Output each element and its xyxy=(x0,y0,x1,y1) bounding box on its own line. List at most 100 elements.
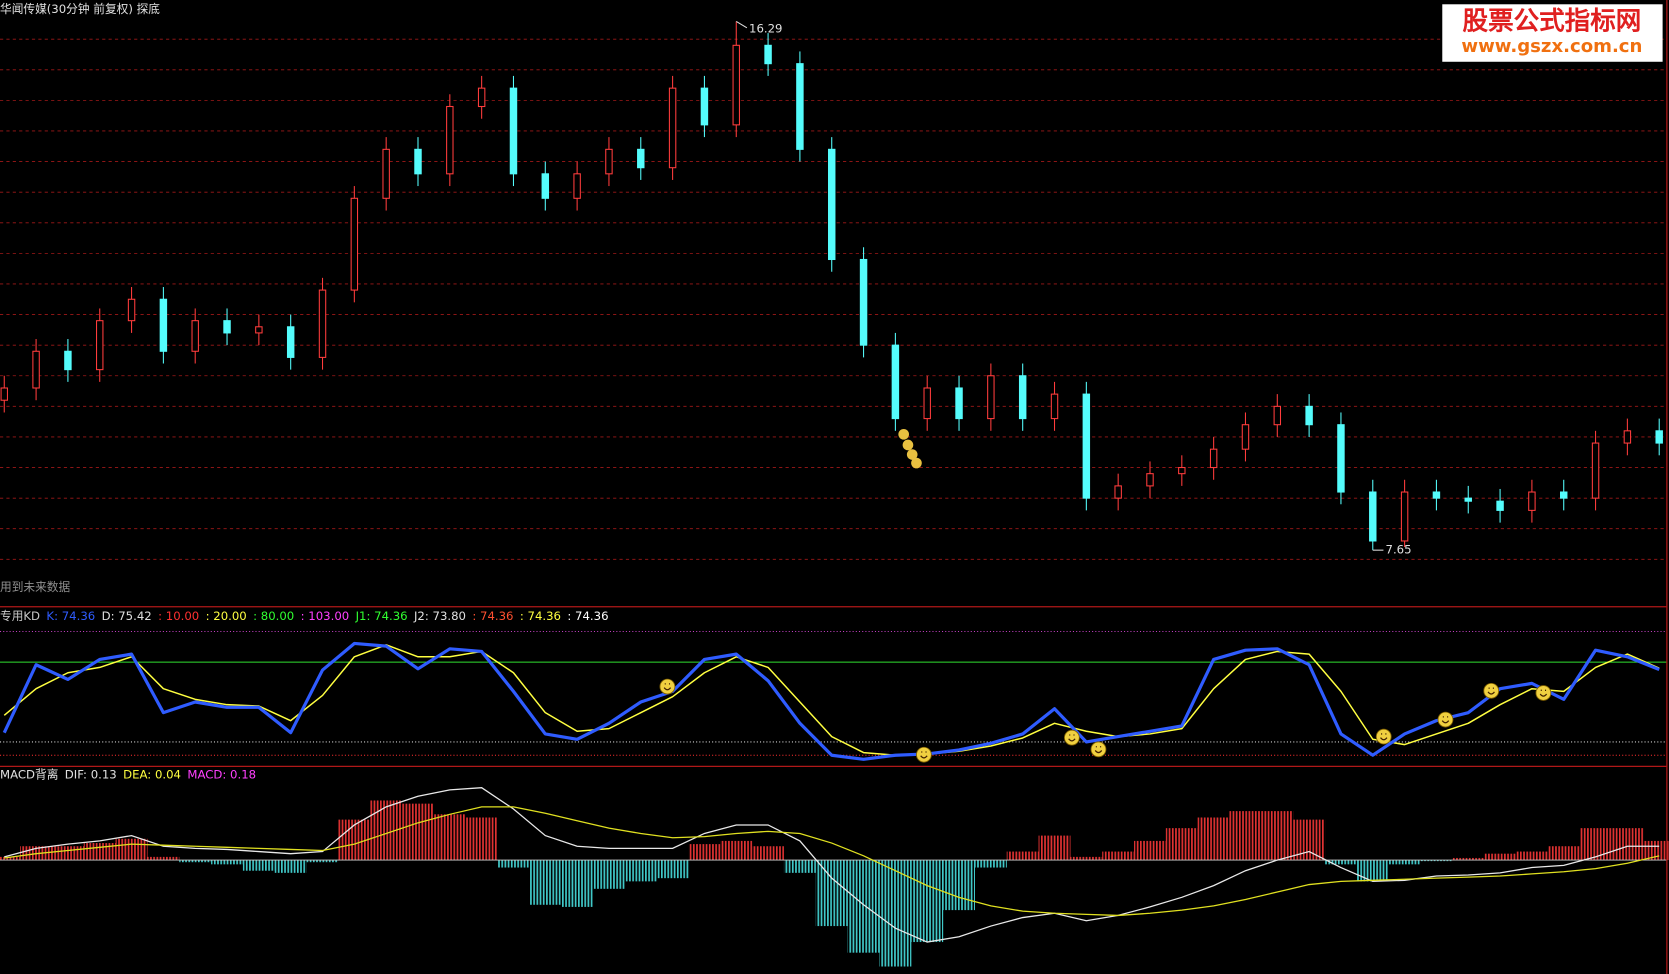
candle-body xyxy=(700,87,709,126)
macd-bar xyxy=(529,860,562,905)
smiley-face xyxy=(1441,716,1450,724)
macd-bar xyxy=(1643,840,1669,861)
candle-body xyxy=(1369,491,1377,542)
legend-item: J2: 73.80 xyxy=(413,609,466,623)
signal-icon xyxy=(906,449,918,460)
smiley-face xyxy=(1487,687,1495,695)
macd-bar xyxy=(1547,846,1580,861)
macd-bar xyxy=(1356,860,1389,882)
macd-bar xyxy=(592,860,625,889)
macd-bar xyxy=(179,860,212,863)
macd-bar xyxy=(1006,851,1039,861)
macd-bar xyxy=(274,860,307,873)
candle-body xyxy=(541,173,550,199)
candle-body xyxy=(1560,491,1568,499)
macd-bar xyxy=(656,860,689,879)
legend-item: : 80.00 xyxy=(253,609,294,623)
macd-bar xyxy=(338,819,371,861)
kd-line xyxy=(3,644,1660,756)
signal-icon xyxy=(898,428,910,440)
macd-line xyxy=(4,806,1660,917)
candle-body xyxy=(891,344,900,420)
signal-icon xyxy=(902,439,914,451)
macd-bar xyxy=(1070,856,1103,861)
smiley xyxy=(1483,682,1500,699)
macd-bar xyxy=(211,860,244,865)
macd-bar xyxy=(1165,828,1198,861)
candle-body xyxy=(318,289,327,358)
macd-bar xyxy=(242,860,275,871)
smiley-face xyxy=(1068,734,1076,742)
macd-bar xyxy=(0,856,21,861)
candle-body xyxy=(668,87,677,169)
candle-body xyxy=(1591,442,1600,499)
macd-bar xyxy=(974,860,1007,868)
watermark-url: www.gszx.com.cn xyxy=(1461,36,1642,57)
macd-bar xyxy=(1229,811,1262,861)
candle-body xyxy=(1114,485,1122,499)
legend-item: : 74.36 xyxy=(520,609,561,623)
max-marker xyxy=(735,20,748,29)
candle-body xyxy=(255,326,263,334)
macd-bar xyxy=(51,846,84,861)
candle-body xyxy=(414,148,422,175)
candle-body xyxy=(1464,497,1472,502)
candle-body xyxy=(127,298,136,322)
macd-bar xyxy=(1293,819,1326,861)
candle-body xyxy=(509,87,518,175)
plot-layer: 16.29 7.65 专用KD K: 74.36 D: 75.42: 10.00: 20… xyxy=(0,20,1669,967)
candle-body xyxy=(477,87,486,108)
legend-item: J1: 74.36 xyxy=(355,609,408,623)
candle-body xyxy=(0,387,8,401)
smiley-face xyxy=(1094,746,1103,754)
candle-body xyxy=(1178,467,1186,475)
macd-bar xyxy=(847,860,880,953)
chart-title: 华闻传媒(30分钟 前复权) 探底 xyxy=(0,2,160,16)
smiley xyxy=(659,678,676,695)
max-label: 16.29 xyxy=(749,21,782,35)
candle-body xyxy=(1623,430,1632,444)
candle-body xyxy=(1432,491,1441,499)
legend-item: MACD背离 xyxy=(0,767,58,781)
smiley xyxy=(916,746,932,763)
candle-body xyxy=(1496,500,1504,511)
candle-body xyxy=(446,105,454,175)
smiley-face xyxy=(663,683,672,691)
macd-bar xyxy=(561,860,594,907)
macd-bar xyxy=(433,814,466,861)
smiley xyxy=(1090,741,1107,758)
macd-bar xyxy=(402,803,434,861)
macd-bar xyxy=(879,860,912,967)
macd-bar xyxy=(1134,840,1166,861)
macd-bar xyxy=(1420,860,1453,862)
candle-body xyxy=(64,350,72,371)
macd-bar xyxy=(147,856,180,861)
watermark-box xyxy=(1442,4,1663,62)
legend-item: DEA: 0.04 xyxy=(123,767,181,781)
candle-body xyxy=(1050,393,1059,420)
legend-item: : 74.36 xyxy=(567,609,608,623)
macd-bar xyxy=(1197,817,1230,861)
smiley-face xyxy=(1539,689,1548,697)
macd-bar xyxy=(943,860,976,911)
candle-body xyxy=(987,375,995,420)
legend-item: : 20.00 xyxy=(206,609,247,623)
macd-bar xyxy=(1452,857,1485,861)
macd-bar xyxy=(1324,860,1357,865)
macd-bar xyxy=(1611,828,1644,861)
macd-bar xyxy=(752,846,785,861)
legend-item: : 10.00 xyxy=(158,609,199,623)
macd-bar xyxy=(1038,835,1071,861)
candle-body xyxy=(350,197,359,291)
candle-body xyxy=(955,387,963,420)
min-label: 7.65 xyxy=(1386,543,1412,557)
macd-bar xyxy=(1484,853,1517,861)
watermark: 股票公式指标网 www.gszx.com.cn xyxy=(1442,4,1663,62)
candle-body xyxy=(1241,424,1250,450)
signal-icon xyxy=(911,457,922,469)
smiley xyxy=(1535,685,1552,701)
legend-item: D: 75.42 xyxy=(102,609,152,623)
candle-body xyxy=(1655,430,1663,444)
candle-body xyxy=(223,320,231,334)
